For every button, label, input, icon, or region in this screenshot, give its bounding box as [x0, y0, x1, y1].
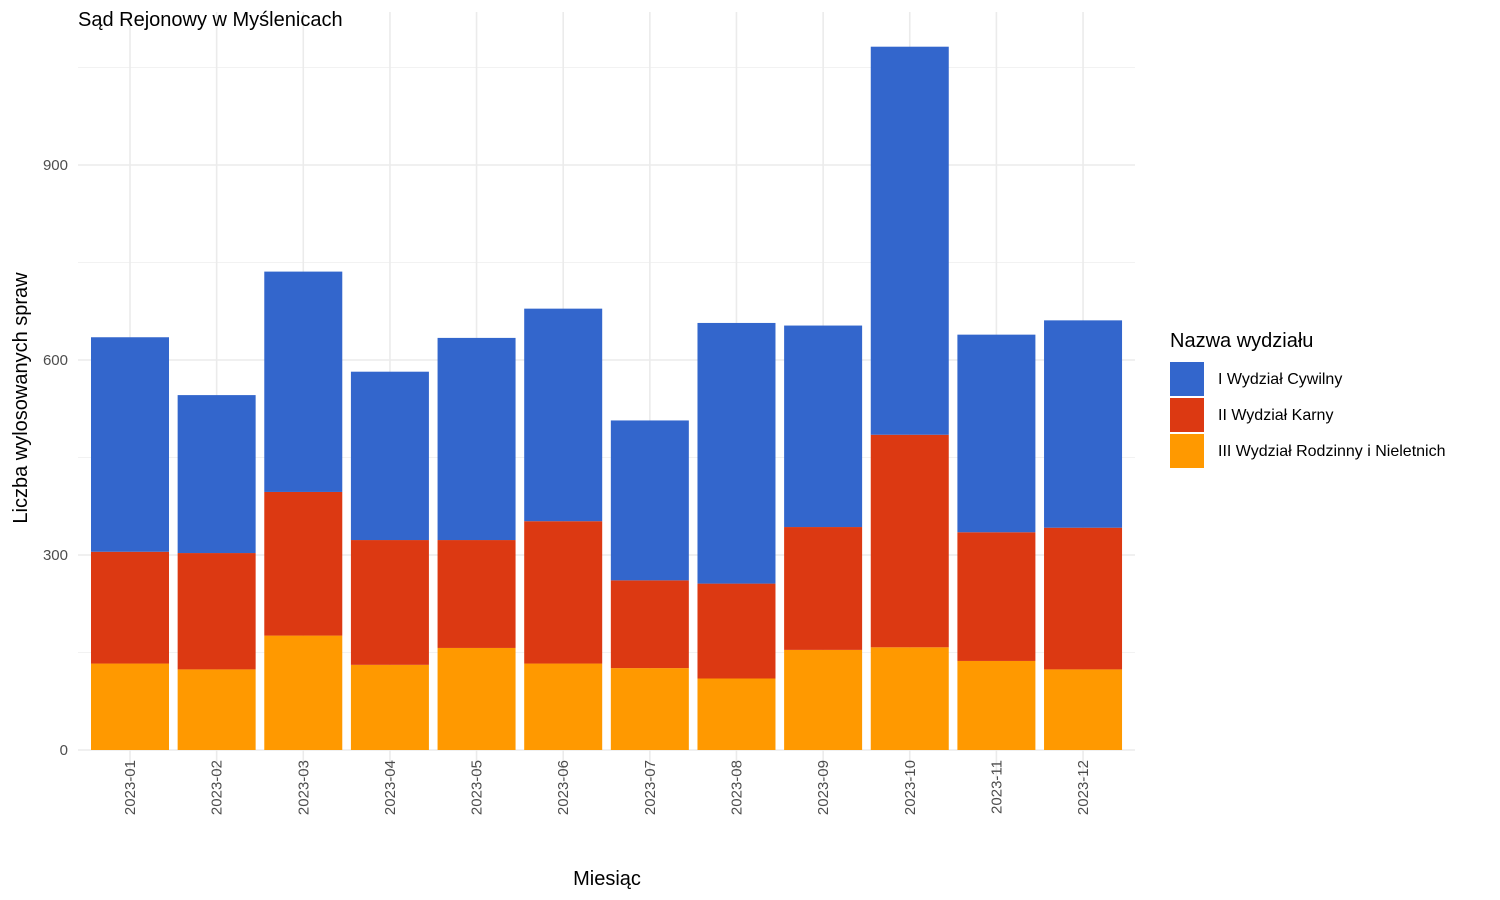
bar-segment — [957, 334, 1036, 533]
bar-segment — [524, 663, 603, 750]
bar-segment — [784, 527, 863, 650]
bar-segment — [784, 325, 863, 528]
bar-segment — [437, 647, 516, 750]
bar-segment — [264, 491, 343, 636]
bar-segment — [870, 46, 949, 435]
x-tick-label: 2023-03 — [295, 760, 312, 815]
bar-segment — [524, 308, 603, 522]
chart-title: Sąd Rejonowy w Myślenicach — [78, 9, 343, 31]
bar-segment — [177, 553, 256, 670]
bar-segment — [870, 434, 949, 648]
x-tick-label: 2023-05 — [469, 760, 486, 815]
x-tick-label: 2023-10 — [902, 760, 919, 815]
legend-label: III Wydział Rodzinny i Nieletnich — [1218, 443, 1446, 460]
x-axis-title: Miesiąc — [573, 868, 641, 890]
y-axis-ticks: 0 300 600 900 — [43, 157, 68, 759]
x-tick-label: 2023-11 — [988, 760, 1005, 814]
bar-segment — [957, 532, 1036, 661]
bar-segment — [91, 551, 169, 664]
legend-title: Nazwa wydziału — [1170, 330, 1313, 352]
legend: Nazwa wydziału I Wydział Cywilny II Wydzi… — [1170, 330, 1446, 468]
legend-swatch — [1170, 398, 1204, 432]
bar-segment — [1044, 669, 1123, 750]
bar-segment — [91, 663, 169, 750]
y-tick-label: 600 — [43, 352, 68, 369]
bar-segment — [437, 337, 516, 541]
bar-segment — [697, 322, 776, 584]
bar-segment — [437, 540, 516, 648]
bars — [91, 46, 1123, 750]
legend-label: I Wydział Cywilny — [1218, 371, 1342, 388]
bar-segment — [264, 271, 343, 492]
legend-label: II Wydział Karny — [1218, 407, 1333, 424]
bar-segment — [697, 678, 776, 750]
bar-segment — [91, 337, 169, 552]
x-tick-label: 2023-08 — [728, 760, 745, 815]
bar-segment — [350, 371, 429, 541]
bar-segment — [610, 668, 689, 750]
bar-segment — [1044, 527, 1123, 670]
y-tick-label: 300 — [43, 547, 68, 564]
y-axis-title: Liczba wylosowanych spraw — [10, 272, 32, 524]
x-tick-label: 2023-12 — [1075, 760, 1092, 815]
y-tick-label: 0 — [60, 742, 68, 759]
x-tick-label: 2023-07 — [642, 760, 659, 815]
bar-segment — [177, 669, 256, 750]
legend-swatch — [1170, 362, 1204, 396]
x-tick-label: 2023-02 — [209, 760, 226, 815]
bar-segment — [610, 580, 689, 669]
bar-segment — [957, 660, 1036, 750]
x-tick-label: 2023-06 — [555, 760, 572, 815]
x-tick-label: 2023-04 — [382, 760, 399, 815]
bar-segment — [784, 649, 863, 750]
bar-segment — [1044, 320, 1123, 528]
bar-segment — [870, 647, 949, 750]
x-axis-ticks: 2023-01 2023-02 2023-03 2023-04 2023-05 2023-… — [122, 760, 1092, 815]
bar-segment — [524, 521, 603, 664]
legend-swatch — [1170, 434, 1204, 468]
bar-segment — [350, 664, 429, 750]
y-tick-label: 900 — [43, 157, 68, 174]
x-tick-label: 2023-01 — [122, 760, 139, 815]
x-tick-label: 2023-09 — [815, 760, 832, 815]
bar-segment — [350, 540, 429, 665]
bar-segment — [610, 420, 689, 581]
bar-segment — [264, 635, 343, 750]
bar-segment — [177, 395, 256, 554]
bar-segment — [697, 583, 776, 679]
